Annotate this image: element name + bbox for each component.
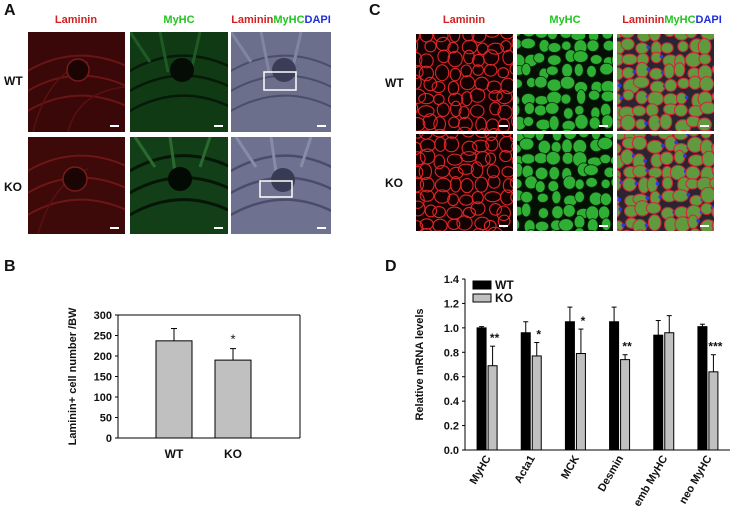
- panel-a-ko-myhc-image: [130, 137, 228, 234]
- y-tick-label: 0.2: [444, 421, 459, 433]
- merge-c-laminin-text: Laminin: [622, 14, 665, 26]
- y-tick-label: 1.4: [444, 274, 460, 286]
- panel-c-col-laminin: Laminin: [442, 14, 486, 26]
- panel-a-wt-myhc-image: [130, 32, 228, 132]
- significance-marker: *: [230, 332, 235, 347]
- significance-marker: **: [490, 331, 500, 345]
- merge-dapi-text: DAPI: [304, 14, 331, 26]
- y-tick-label: 1.2: [444, 298, 459, 310]
- panel-c-wt-merge-image: [617, 34, 714, 131]
- panel-a-wt-laminin-image: [28, 32, 125, 132]
- y-tick-label: 1.0: [444, 323, 459, 335]
- bar-wt: [653, 334, 664, 451]
- x-category-label: WT: [165, 447, 184, 461]
- panel-a-col-myhc: MyHC: [163, 14, 195, 26]
- panel-a-row-ko: KO: [4, 180, 22, 194]
- panel-a-col-merge: LamininMyHCDAPI: [231, 14, 331, 26]
- x-category-label: emb MyHC: [632, 453, 671, 508]
- panel-b-bar-chart: 0 50 100 150 200 250 300 WT * KO Laminin+ cell num…: [67, 307, 301, 461]
- panel-c-col-merge: LamininMyHCDAPI: [616, 14, 728, 26]
- panel-b-letter: B: [4, 258, 16, 275]
- panel-a-col-laminin: Laminin: [54, 14, 98, 26]
- bar-ko: [664, 332, 675, 451]
- x-category-label: Acta1: [512, 454, 537, 486]
- significance-marker: *: [536, 328, 541, 342]
- y-tick-label: 300: [94, 310, 112, 322]
- panel-c-col-myhc: MyHC: [549, 14, 581, 26]
- bar-ko: [531, 355, 542, 451]
- bar-ko: [575, 353, 586, 451]
- legend-label-ko: KO: [495, 291, 513, 305]
- merge-c-myhc-text: MyHC: [664, 14, 696, 26]
- bar-ko: [487, 365, 498, 451]
- legend-swatch-ko: [472, 293, 492, 303]
- bar-wt: [520, 332, 531, 451]
- y-tick-label: 250: [94, 331, 112, 343]
- panel-c-ko-myhc-image: [517, 134, 613, 231]
- panel-c-ko-merge-image: [617, 134, 714, 231]
- panel-c-wt-myhc-image: [517, 34, 613, 131]
- panel-a-row-wt: WT: [4, 74, 23, 88]
- y-tick-label: 100: [94, 392, 112, 404]
- bar-ko: [214, 359, 252, 439]
- bar-wt: [609, 321, 620, 451]
- x-category-label: neo MyHC: [677, 453, 714, 506]
- significance-marker: ***: [708, 340, 722, 354]
- significance-marker: **: [622, 340, 632, 354]
- y-tick-label: 0.0: [444, 445, 459, 457]
- x-category-label: Desmin: [596, 453, 626, 494]
- y-tick-label: 0.8: [444, 347, 459, 359]
- legend-label-wt: WT: [495, 278, 514, 292]
- y-tick-label: 0: [106, 433, 112, 445]
- x-category-label: MCK: [559, 453, 582, 481]
- bar-wt: [697, 326, 708, 451]
- bar-wt: [564, 321, 575, 451]
- panel-c-row-wt: WT: [385, 76, 404, 90]
- x-category-label: MyHC: [468, 453, 494, 486]
- y-tick-label: 200: [94, 351, 112, 363]
- panel-d-letter: D: [385, 258, 397, 275]
- panel-c-row-ko: KO: [385, 176, 403, 190]
- y-tick-label: 150: [94, 372, 112, 384]
- y-tick-label: 50: [100, 413, 112, 425]
- y-axis-title: Laminin+ cell number /BW: [67, 307, 79, 445]
- panel-a-wt-merge-image: [231, 32, 331, 132]
- legend-swatch-wt: [472, 280, 492, 290]
- panel-c-ko-laminin-image: [416, 134, 513, 231]
- panel-c-letter: C: [369, 2, 381, 19]
- merge-c-dapi-text: DAPI: [695, 14, 722, 26]
- merge-laminin-text: Laminin: [231, 14, 274, 26]
- significance-marker: *: [581, 314, 586, 328]
- merge-myhc-text: MyHC: [273, 14, 305, 26]
- panel-c-wt-laminin-image: [416, 34, 513, 131]
- panel-a-ko-merge-image: [231, 137, 331, 234]
- bar-ko: [620, 359, 631, 451]
- panel-d-bar-chart: 0.0 0.2 0.4 0.6 0.8 1.0 1.2 1.4 ** MyHC * Acta1 * MCK…: [414, 274, 730, 509]
- y-tick-label: 0.4: [444, 396, 460, 408]
- panel-a-ko-laminin-image: [28, 137, 125, 234]
- y-tick-label: 0.6: [444, 372, 459, 384]
- bar-ko: [708, 371, 719, 451]
- y-axis-title: Relative mRNA levels: [414, 308, 426, 420]
- panel-a-letter: A: [4, 2, 16, 19]
- bar-wt: [476, 327, 487, 451]
- bar-wt: [155, 340, 193, 439]
- x-category-label: KO: [224, 447, 242, 461]
